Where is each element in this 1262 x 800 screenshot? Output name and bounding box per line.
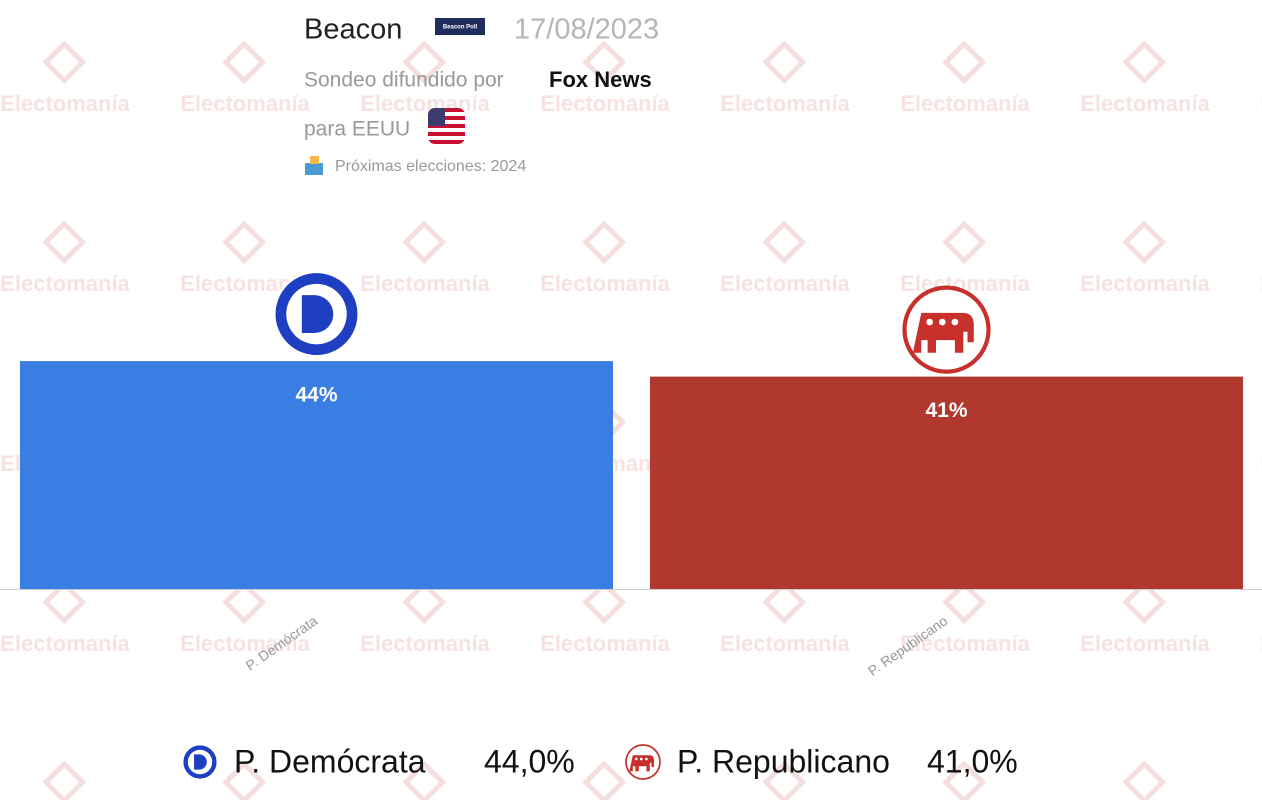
watermark-icon (1122, 580, 1167, 625)
watermark-icon (762, 40, 807, 85)
watermark-icon (402, 220, 447, 265)
watermark-icon (942, 760, 987, 800)
legend-value: 44,0% (484, 743, 575, 779)
party-logo-star (639, 757, 643, 761)
legend-label: P. Demócrata (234, 743, 426, 779)
pollster-name: Beacon (304, 14, 402, 46)
watermark-text: Electomanía (720, 271, 850, 296)
watermark-text: Electomanía (540, 271, 670, 296)
watermark-text: Electomanía (900, 631, 1030, 656)
party-logo-letter (301, 295, 334, 333)
pollster-logo (435, 18, 485, 35)
watermark-text: Electomanía (1080, 631, 1210, 656)
watermark-icon (762, 760, 807, 800)
watermark-icon (222, 40, 267, 85)
watermark-text: Electomanía (180, 91, 310, 116)
watermark-text: Electomanía (720, 91, 850, 116)
next-elections: Próximas elecciones: 2024 (335, 158, 526, 175)
party-logo-letter (194, 754, 207, 770)
watermark-text: Electomanía (1260, 91, 1262, 116)
ballot-icon (305, 156, 323, 175)
watermark-text: Electomanía (720, 631, 850, 656)
watermark-icon (1122, 760, 1167, 800)
watermark-icon (582, 580, 627, 625)
watermark-text: Electomanía (1260, 451, 1262, 476)
watermark-icon (942, 40, 987, 85)
watermark-text: Electomanía (1260, 271, 1262, 296)
watermark-icon (222, 760, 267, 800)
pollster-logo-text: Beacon Poll (443, 25, 478, 31)
watermark-icon (762, 220, 807, 265)
watermark-icon (42, 760, 87, 800)
country-label: para EEUU (304, 118, 410, 141)
flag-us (428, 108, 465, 144)
bar (20, 361, 613, 589)
watermark-icon (42, 40, 87, 85)
watermark-text: Electomanía (540, 91, 670, 116)
bar (650, 376, 1243, 589)
watermark-icon (582, 220, 627, 265)
watermark-icon (582, 760, 627, 800)
watermark-icon (942, 580, 987, 625)
legend-label: P. Republicano (677, 743, 890, 779)
watermark-text: Electomanía (360, 91, 490, 116)
watermark-text: Electomanía (0, 271, 130, 296)
value-label: 41% (925, 399, 967, 422)
watermark-icon (222, 220, 267, 265)
party-logo-star (926, 318, 934, 326)
watermark-icon (42, 580, 87, 625)
value-label: 44% (295, 384, 337, 407)
legend: P. Demócrata 44,0% P. Republicano 41,0% (182, 743, 1018, 780)
watermark-icon (582, 40, 627, 85)
party-logo-star (938, 318, 946, 326)
watermark-icon (762, 580, 807, 625)
watermark-icon (1122, 220, 1167, 265)
watermark-icon (942, 220, 987, 265)
watermark-text: Electomanía (0, 91, 130, 116)
watermark-icon (402, 580, 447, 625)
watermark-text: Electomanía (180, 631, 310, 656)
watermark-text: Electomanía (900, 91, 1030, 116)
poll-date: 17/08/2023 (514, 14, 659, 46)
watermark-text: Electomanía (1080, 271, 1210, 296)
published-by: Fox News (549, 67, 652, 92)
watermark-icon (42, 220, 87, 265)
legend-value: 41,0% (927, 743, 1018, 779)
watermark-icon (222, 580, 267, 625)
watermark-text: Electomanía (0, 631, 130, 656)
party-logo-star (951, 318, 959, 326)
watermark-text: Electomanía (540, 631, 670, 656)
watermark-icon (402, 760, 447, 800)
watermark-text: Electomanía (360, 271, 490, 296)
watermark-icon (1122, 40, 1167, 85)
watermark-icon (402, 40, 447, 85)
party-logo-star (645, 757, 648, 761)
party-logo-star (634, 757, 638, 761)
watermark-text: Electomanía (1260, 631, 1262, 656)
published-by-label: Sondeo difundido por (304, 69, 504, 92)
watermark-text: Electomanía (360, 631, 490, 656)
watermark-text: Electomanía (1080, 91, 1210, 116)
